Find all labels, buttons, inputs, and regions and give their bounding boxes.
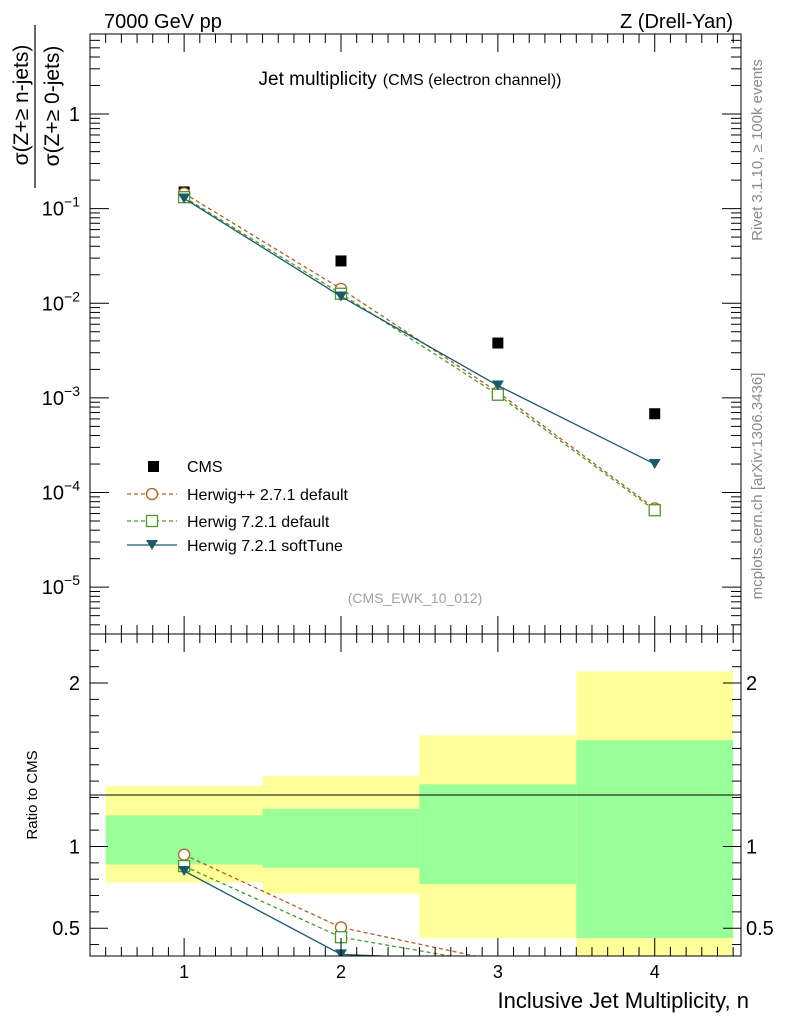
main-ticks <box>90 33 741 634</box>
ratio-y-tick-labels: 0.5 0.5 1 1 2 2 <box>52 673 774 940</box>
ratio-y-tick-label-right: 2 <box>746 673 757 695</box>
ratio-y-tick-label-left: 2 <box>69 673 80 695</box>
ratio-panel: 0.5 0.5 1 1 2 2 1 2 3 4 Ratio to CMS Inclusive J… <box>24 633 774 1013</box>
data-point <box>178 193 191 204</box>
x-tick-label: 2 <box>336 962 346 982</box>
legend-item-herwig7-default: Herwig 7.2.1 default <box>127 514 330 531</box>
legend-item-herwig7-softtune: Herwig 7.2.1 softTune <box>127 538 343 555</box>
mcplots-label: mcplots.cern.ch [arXiv:1306.3436] <box>749 373 766 600</box>
ratio-y-tick-label-right: 0.5 <box>746 918 774 940</box>
y-label-numerator: σ(Z+≥ n-jets) <box>10 45 33 166</box>
legend-item-herwigpp: Herwig++ 2.7.1 default <box>127 487 349 504</box>
series-line <box>183 196 656 511</box>
main-series-1 <box>177 187 661 515</box>
legend-cms-marker <box>148 461 159 472</box>
ratio-line <box>183 865 455 956</box>
main-y-tick-label: 10−5 <box>42 572 80 599</box>
main-series <box>177 186 661 517</box>
ratio-point <box>177 848 191 861</box>
data-point <box>649 408 661 420</box>
data-point <box>648 459 661 470</box>
x-tick-labels: 1 2 3 4 <box>179 962 660 982</box>
header-left: 7000 GeV pp <box>104 11 222 33</box>
main-y-axis-label: σ(Z+≥ n-jets) σ(Z+≥ 0-jets) <box>10 25 64 188</box>
main-y-tick-label: 10−1 <box>42 194 80 221</box>
legend-cms-label: CMS <box>187 459 223 476</box>
data-point <box>491 388 505 401</box>
rivet-label: Rivet 3.1.10, ≥ 100k events <box>749 59 766 241</box>
legend-herwig7-default-marker <box>145 514 159 528</box>
ratio-bands <box>105 671 734 956</box>
legend-herwig7-softtune-marker <box>146 540 158 550</box>
data-point <box>334 291 347 302</box>
legend-herwigpp-marker <box>145 487 159 501</box>
ratio-ticks <box>90 634 741 956</box>
data-point <box>492 337 504 349</box>
x-tick-label: 3 <box>493 962 503 982</box>
ratio-y-tick-label-right: 1 <box>746 836 757 858</box>
series-line <box>183 197 656 465</box>
chart-title-main: Jet multiplicity <box>259 69 378 90</box>
chart-title: Jet multiplicity (CMS (electron channel)) <box>259 69 562 90</box>
main-y-tick-label: 10−4 <box>42 478 80 505</box>
ratio-series-0 <box>177 848 479 956</box>
ratio-band-green <box>262 808 420 868</box>
legend-herwig7-default-label: Herwig 7.2.1 default <box>187 514 330 531</box>
ratio-band-green <box>576 740 734 939</box>
main-panel: 1 10−1 10−2 10−3 10−4 10−5 Jet multiplicity (C… <box>10 25 742 635</box>
legend-herwigpp-label: Herwig++ 2.7.1 default <box>187 487 349 504</box>
legend: CMS Herwig++ 2.7.1 default Herwig 7.2.1 … <box>127 459 349 555</box>
legend-herwig7-softtune-label: Herwig 7.2.1 softTune <box>187 538 343 555</box>
main-y-tick-labels: 1 10−1 10−2 10−3 10−4 10−5 <box>42 104 80 599</box>
ratio-y-tick-label-left: 0.5 <box>52 918 80 940</box>
x-axis-label: Inclusive Jet Multiplicity, n <box>498 988 749 1013</box>
ratio-y-tick-label-left: 1 <box>69 836 80 858</box>
main-series-3 <box>178 193 661 470</box>
x-tick-label: 4 <box>650 962 660 982</box>
y-label-denominator: σ(Z+≥ 0-jets) <box>41 46 64 167</box>
x-tick-label: 1 <box>179 962 189 982</box>
ratio-line <box>183 854 479 956</box>
data-point <box>335 255 347 267</box>
main-y-tick-label: 10−2 <box>42 288 80 315</box>
ratio-band-green <box>419 784 577 885</box>
data-point <box>491 380 504 391</box>
series-line <box>183 192 656 509</box>
header-right: Z (Drell-Yan) <box>620 11 733 33</box>
data-point <box>648 504 661 517</box>
analysis-tag: (CMS_EWK_10_012) <box>348 590 483 606</box>
main-series-0 <box>178 186 661 420</box>
main-y-tick-label: 10−3 <box>42 383 80 410</box>
ratio-y-axis-label: Ratio to CMS <box>24 750 41 839</box>
main-y-tick-label: 1 <box>69 104 80 126</box>
ratio-point <box>178 866 191 877</box>
legend-item-cms: CMS <box>148 459 223 476</box>
chart-subtitle: (CMS (electron channel)) <box>383 72 562 89</box>
ratio-frame <box>89 633 742 957</box>
